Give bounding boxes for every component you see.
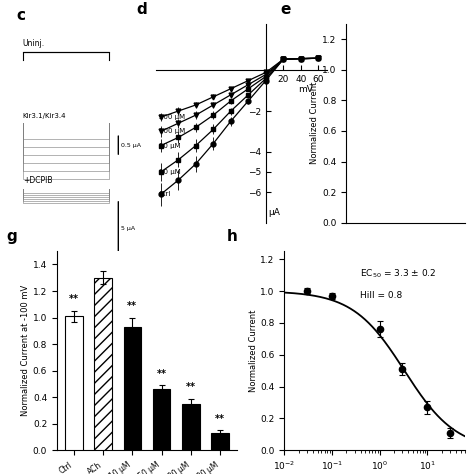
Text: **: ** xyxy=(156,369,166,379)
Text: Uninj.: Uninj. xyxy=(23,38,45,47)
Text: h: h xyxy=(227,229,237,244)
Text: **: ** xyxy=(69,294,79,304)
Text: **: ** xyxy=(186,382,196,392)
Text: g: g xyxy=(7,229,17,244)
Text: 100 μM: 100 μM xyxy=(159,128,185,134)
Bar xyxy=(94,278,112,450)
Bar xyxy=(124,327,141,450)
Text: c: c xyxy=(16,8,25,23)
Text: 0.5 μA: 0.5 μA xyxy=(121,143,141,147)
Text: e: e xyxy=(281,2,291,17)
Text: mV: mV xyxy=(298,85,313,94)
Text: **: ** xyxy=(128,301,137,311)
Text: 200 μM: 200 μM xyxy=(159,114,185,120)
Text: 5 μA: 5 μA xyxy=(121,226,135,231)
Text: d: d xyxy=(136,2,146,17)
Bar xyxy=(182,404,200,450)
Bar xyxy=(153,389,170,450)
Text: EC$_{50}$ = 3.3 ± 0.2: EC$_{50}$ = 3.3 ± 0.2 xyxy=(360,267,436,280)
Y-axis label: Normalized Current at -100 mV: Normalized Current at -100 mV xyxy=(21,285,30,416)
Bar xyxy=(211,433,229,450)
Text: 10 μM: 10 μM xyxy=(159,169,181,175)
Text: **: ** xyxy=(215,414,225,424)
Text: Kir3.1/Kir3.4: Kir3.1/Kir3.4 xyxy=(23,113,66,119)
Text: μA: μA xyxy=(268,208,280,217)
Text: Hill = 0.8: Hill = 0.8 xyxy=(360,291,402,300)
Y-axis label: Normalized Current: Normalized Current xyxy=(248,310,257,392)
Y-axis label: Normalized Current: Normalized Current xyxy=(310,82,319,164)
Text: 50 μM: 50 μM xyxy=(159,143,181,148)
Text: Ctrl: Ctrl xyxy=(159,191,172,197)
Bar xyxy=(65,316,82,450)
Text: +DCPIB: +DCPIB xyxy=(23,176,52,185)
